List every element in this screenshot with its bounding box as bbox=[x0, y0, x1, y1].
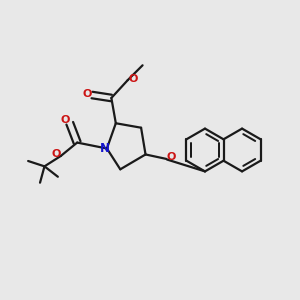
Text: N: N bbox=[100, 142, 110, 155]
Text: O: O bbox=[61, 115, 70, 125]
Text: O: O bbox=[83, 88, 92, 98]
Text: O: O bbox=[167, 152, 176, 162]
Text: O: O bbox=[128, 74, 137, 84]
Text: O: O bbox=[52, 149, 61, 160]
